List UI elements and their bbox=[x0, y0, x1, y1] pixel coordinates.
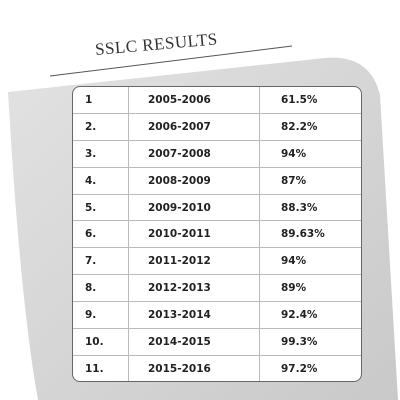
serial-number: 10. bbox=[85, 336, 104, 349]
table-row: 5. 2009-2010 88.3% bbox=[73, 195, 361, 222]
academic-year: 2010-2011 bbox=[148, 228, 211, 241]
table-row: 8. 2012-2013 89% bbox=[73, 275, 361, 303]
pass-percentage: 82.2% bbox=[281, 120, 318, 133]
serial-number: 8. bbox=[85, 282, 97, 295]
table-row: 2. 2006-2007 82.2% bbox=[73, 114, 361, 141]
column-divider bbox=[128, 87, 129, 381]
table-row: 6. 2010-2011 89.63% bbox=[73, 222, 361, 249]
table-row: 1 2005-2006 61.5% bbox=[73, 87, 361, 114]
table-row: 10. 2014-2015 99.3% bbox=[73, 329, 361, 356]
table-row: 11. 2015-2016 97.2% bbox=[73, 356, 361, 383]
serial-number: 1 bbox=[85, 93, 93, 106]
table-row: 3. 2007-2008 94% bbox=[73, 141, 361, 168]
academic-year: 2013-2014 bbox=[148, 309, 211, 322]
serial-number: 6. bbox=[85, 228, 97, 241]
serial-number: 5. bbox=[85, 201, 97, 214]
academic-year: 2007-2008 bbox=[148, 147, 211, 160]
serial-number: 9. bbox=[85, 309, 97, 322]
academic-year: 2005-2006 bbox=[148, 93, 211, 106]
pass-percentage: 88.3% bbox=[281, 201, 318, 214]
table-row: 7. 2011-2012 94% bbox=[73, 248, 361, 276]
serial-number: 2. bbox=[85, 120, 97, 133]
academic-year: 2008-2009 bbox=[148, 174, 211, 187]
pass-percentage: 94% bbox=[281, 147, 307, 160]
academic-year: 2009-2010 bbox=[148, 201, 211, 214]
academic-year: 2014-2015 bbox=[148, 336, 211, 349]
pass-percentage: 97.2% bbox=[281, 363, 318, 376]
serial-number: 4. bbox=[85, 174, 97, 187]
pass-percentage: 89.63% bbox=[281, 228, 325, 241]
serial-number: 7. bbox=[85, 255, 97, 268]
pass-percentage: 94% bbox=[281, 255, 307, 268]
pass-percentage: 87% bbox=[281, 174, 307, 187]
academic-year: 2012-2013 bbox=[148, 282, 211, 295]
pass-percentage: 61.5% bbox=[281, 93, 318, 106]
serial-number: 11. bbox=[85, 363, 104, 376]
pass-percentage: 99.3% bbox=[281, 336, 318, 349]
pass-percentage: 92.4% bbox=[281, 309, 318, 322]
pass-percentage: 89% bbox=[281, 282, 307, 295]
column-divider bbox=[259, 87, 260, 381]
academic-year: 2006-2007 bbox=[148, 120, 211, 133]
academic-year: 2011-2012 bbox=[148, 255, 211, 268]
table-row: 9. 2013-2014 92.4% bbox=[73, 302, 361, 330]
table-row: 4. 2008-2009 87% bbox=[73, 168, 361, 195]
serial-number: 3. bbox=[85, 147, 97, 160]
title-underline bbox=[49, 45, 293, 77]
results-table: 1 2005-2006 61.5% 2. 2006-2007 82.2% 3. 2007-20… bbox=[72, 86, 362, 382]
academic-year: 2015-2016 bbox=[148, 363, 211, 376]
